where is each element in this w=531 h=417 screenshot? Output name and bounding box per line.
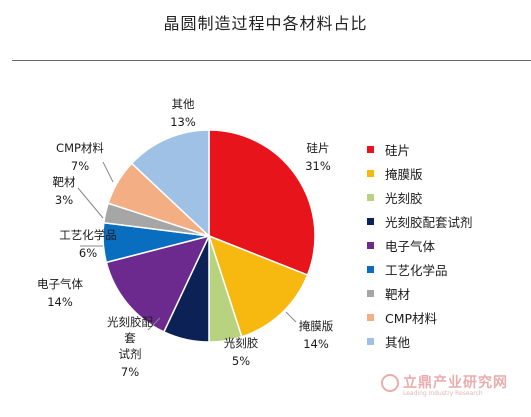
legend-item-2: 掩膜版 (367, 162, 527, 186)
legend-label: 掩膜版 (385, 167, 423, 183)
legend-item-8: CMP材料 (367, 305, 527, 329)
legend-label: 光刻胶 (385, 191, 423, 207)
slice-percent-5: 14% (47, 295, 73, 309)
pie-slice-1 (208, 129, 316, 276)
legend-label: 其他 (385, 334, 411, 350)
chart-legend: 硅片掩膜版光刻胶光刻胶配套试剂 电子气体工艺化学品靶材 CMP材料其他 (367, 138, 527, 353)
slice-percent-6: 6% (79, 246, 97, 260)
legend-swatch (367, 218, 374, 226)
leader-line-2 (285, 311, 297, 323)
slice-label-6: 工艺化学品 6% (59, 228, 117, 260)
slice-percent-1: 31% (305, 159, 331, 173)
watermark: 立鼎产业研究网 Leading Industry Research (381, 372, 521, 402)
slice-percent-9: 13% (170, 115, 196, 129)
legend-swatch (367, 170, 374, 178)
pie-slice-5 (105, 234, 211, 333)
slice-percent-7: 3% (55, 193, 73, 207)
slice-label-9: 其他 13% (170, 97, 196, 129)
watermark-logo-icon (381, 374, 399, 392)
legend-label: 光刻胶配套试剂 (385, 215, 473, 231)
legend-swatch (367, 242, 374, 249)
slice-label-4: 光刻胶配套试剂 7% (107, 315, 153, 379)
legend-item-3: 光刻胶 (367, 186, 527, 210)
watermark-subtext: Leading Industry Research (403, 390, 483, 397)
legend-swatch (367, 265, 374, 273)
slice-percent-3: 5% (232, 354, 250, 368)
slice-label-8: CMP材料 7% (56, 141, 104, 173)
legend-label: 靶材 (385, 286, 411, 302)
leader-lines (77, 161, 297, 347)
legend-label: 电子气体 (385, 239, 436, 254)
legend-item-9: 其他 (367, 329, 527, 353)
legend-item-7: 靶材 (367, 281, 527, 305)
slice-percent-8: 7% (71, 159, 89, 173)
legend-swatch (367, 337, 374, 345)
legend-swatch (367, 146, 374, 154)
slice-percent-4: 7% (121, 365, 139, 379)
slice-label-1: 硅片 31% (305, 141, 331, 173)
slice-percent-2: 14% (303, 337, 329, 351)
legend-item-5: 电子气体 (367, 234, 527, 258)
slice-label-7: 靶材 3% (53, 175, 76, 207)
pie-slices (102, 129, 316, 343)
legend-item-1: 硅片 (367, 138, 527, 162)
slice-labels: 硅片 31% 掩膜版 14% 光刻胶 5% 光刻胶配套试剂 7% 电子气体 14% 工艺化学品 6% 靶… (37, 97, 334, 379)
title-divider (12, 60, 531, 61)
legend-swatch (367, 194, 374, 202)
legend-item-4: 光刻胶配套试剂 (367, 210, 527, 234)
legend-swatch (367, 289, 374, 297)
slice-label-5: 电子气体 14% (37, 277, 83, 309)
slice-label-3: 光刻胶 5% (224, 336, 259, 368)
leader-line-4 (147, 317, 161, 331)
leader-line-8 (102, 161, 114, 183)
leader-line-3 (230, 339, 235, 347)
legend-label: 硅片 (385, 143, 411, 159)
slice-label-2: 掩膜版 14% (299, 319, 334, 351)
chart-title: 晶圆制造过程中各材料占比 (163, 14, 368, 33)
legend-label: 工艺化学品 (385, 262, 448, 278)
leader-line-7 (77, 187, 104, 219)
legend-item-6: 工艺化学品 (367, 257, 527, 281)
watermark-text: 立鼎产业研究网 (403, 375, 508, 391)
legend-swatch (367, 313, 374, 321)
legend-label: CMP材料 (385, 310, 438, 326)
pie-slice-9 (130, 129, 210, 238)
